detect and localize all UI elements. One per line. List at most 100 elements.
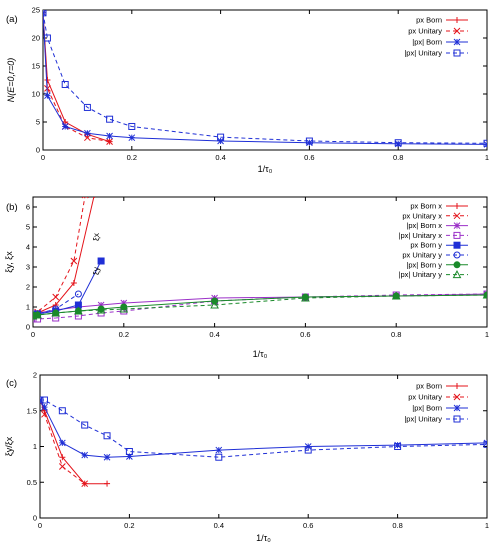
x-tick-label: 1 <box>485 330 489 339</box>
panel-label: (b) <box>6 202 18 213</box>
data-point <box>59 454 66 461</box>
legend-label: px Born x <box>410 202 442 211</box>
x-tick-label: 0.6 <box>300 330 310 339</box>
series-3 <box>43 10 487 147</box>
data-point <box>106 132 113 140</box>
data-point <box>394 441 401 449</box>
data-point <box>70 280 77 286</box>
series-line <box>40 399 487 458</box>
x-tick-label: 0 <box>41 153 45 162</box>
data-point <box>128 134 136 142</box>
data-point <box>40 396 48 404</box>
data-point <box>119 304 129 313</box>
data-point <box>83 103 91 111</box>
x-axis-label: 1/τ₀ <box>256 533 271 543</box>
legend-marker <box>453 212 461 220</box>
data-point <box>81 421 89 429</box>
data-point <box>106 115 114 123</box>
legend-label: |px| Born x <box>406 221 442 230</box>
x-tick-label: 0.4 <box>215 153 225 162</box>
series-1 <box>33 197 89 319</box>
x-tick-label: 0.8 <box>391 330 401 339</box>
series-line <box>43 12 487 144</box>
x-tick-label: 0.6 <box>304 153 314 162</box>
legend-label: |px| Born <box>412 38 442 47</box>
legend-label: px Born <box>416 16 442 25</box>
data-point <box>84 129 91 137</box>
series-0 <box>40 397 111 487</box>
x-axis-label: 1/τ₀ <box>253 349 268 359</box>
data-point <box>81 451 89 459</box>
data-point <box>40 396 44 404</box>
series-line <box>40 399 107 485</box>
legend-marker <box>453 38 461 46</box>
legend-label: |px| Born y <box>406 260 442 269</box>
legend-label: |px| Unitary x <box>399 231 443 240</box>
data-point <box>103 453 111 461</box>
data-point <box>394 139 402 147</box>
y-tick-label: 15 <box>32 62 40 71</box>
data-point <box>128 122 136 130</box>
x-tick-label: 0.4 <box>214 521 224 530</box>
legend-marker <box>453 27 461 35</box>
y-tick-label: 0 <box>36 146 40 155</box>
legend-marker <box>454 17 460 23</box>
data-point <box>483 440 487 448</box>
series-2 <box>40 396 487 461</box>
data-point <box>126 453 133 460</box>
data-point <box>394 443 402 450</box>
series-line <box>33 294 487 317</box>
data-point <box>104 480 111 487</box>
series-line <box>43 12 110 143</box>
legend-marker <box>453 241 461 249</box>
x-tick-label: 0.2 <box>124 521 134 530</box>
data-point <box>210 300 219 309</box>
x-tick-label: 0.2 <box>127 153 137 162</box>
data-point <box>483 439 487 447</box>
data-point <box>125 448 133 456</box>
legend-label: |px| Unitary <box>404 49 442 58</box>
y-tick-label: 5 <box>36 118 40 127</box>
y-tick-label: 2 <box>33 371 37 380</box>
data-point <box>301 293 310 302</box>
legend-marker <box>453 261 461 269</box>
x-tick-label: 1 <box>485 153 489 162</box>
y-tick-label: 6 <box>26 203 30 212</box>
data-point <box>43 10 47 17</box>
data-point <box>215 453 223 461</box>
series-2 <box>33 290 487 319</box>
legend-marker <box>453 222 461 229</box>
data-point <box>61 123 69 130</box>
y-tick-label: 2 <box>26 283 30 292</box>
legend: px Born px Unitary |px| Born |px| Unitary <box>404 382 468 424</box>
data-point <box>120 299 128 307</box>
y-tick-label: 4 <box>26 243 30 252</box>
data-point <box>391 291 401 300</box>
series-line <box>40 399 487 458</box>
legend-marker <box>453 415 461 423</box>
panel-label: (c) <box>6 378 17 389</box>
chart-panel-c: 0 0.2 0.4 0.6 0.8 1 0 0.5 1 1.5 2 (c) 1/τ₀ ξy/ξx px Bo… <box>4 371 489 544</box>
legend-label: px Born <box>416 382 442 391</box>
y-tick-label: 0 <box>26 323 30 332</box>
chart-panel-b: 0 0.2 0.4 0.6 0.8 1 0 1 2 3 4 5 6 (b) 1/τ₀ ξy, ξx ξx ξy px… <box>4 196 489 359</box>
legend: px Born px Unitary |px| Born |px| Unitary <box>404 16 468 58</box>
y-axis-label: ξy, ξx <box>4 251 14 273</box>
data-point <box>103 432 111 440</box>
legend-marker <box>453 231 461 239</box>
data-point <box>305 137 313 145</box>
legend-label: |px| Unitary y <box>399 270 443 279</box>
series-0 <box>43 10 113 145</box>
legend: px Born xpx Unitary x|px| Born x|px| Uni… <box>399 202 468 279</box>
legend-marker <box>453 251 461 259</box>
plot-frame <box>42 9 488 151</box>
series-1 <box>43 10 113 145</box>
data-point <box>483 139 487 147</box>
data-point <box>33 310 42 319</box>
legend-label: px Unitary y <box>402 251 442 260</box>
data-point <box>41 410 48 418</box>
data-point <box>106 138 113 145</box>
x-tick-label: 0.6 <box>303 521 313 530</box>
data-point <box>217 133 225 141</box>
